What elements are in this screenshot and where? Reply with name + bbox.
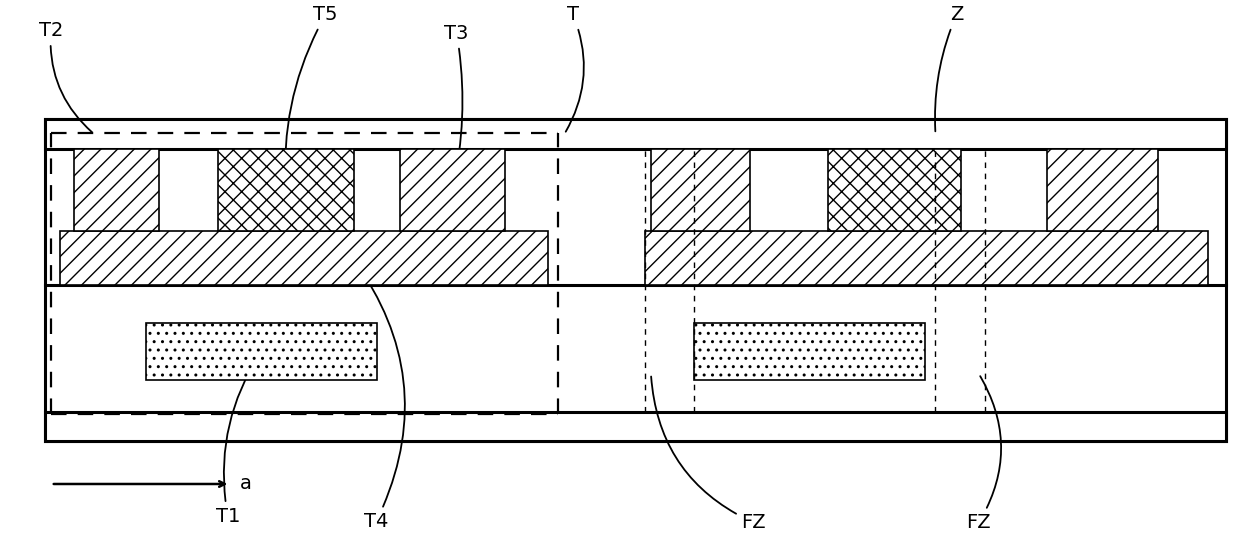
Bar <box>146 323 377 380</box>
Bar <box>694 323 925 380</box>
Text: T2: T2 <box>38 22 92 132</box>
Bar <box>218 149 353 231</box>
Text: FZ: FZ <box>966 376 1001 532</box>
Text: Z: Z <box>935 5 963 132</box>
Bar <box>45 119 1226 441</box>
Text: a: a <box>241 474 252 494</box>
Text: T3: T3 <box>444 24 469 187</box>
Bar <box>1047 149 1158 231</box>
Text: FZ: FZ <box>651 377 766 532</box>
Text: T4: T4 <box>355 260 405 531</box>
Bar <box>74 149 159 231</box>
Bar <box>651 149 750 231</box>
Bar <box>45 119 1226 149</box>
Text: T: T <box>565 5 584 132</box>
Bar <box>60 231 548 286</box>
Bar <box>828 149 961 231</box>
Bar <box>645 231 1208 286</box>
Bar <box>45 412 1226 441</box>
Text: T1: T1 <box>216 354 260 526</box>
Text: T5: T5 <box>285 5 337 187</box>
Bar <box>399 149 505 231</box>
